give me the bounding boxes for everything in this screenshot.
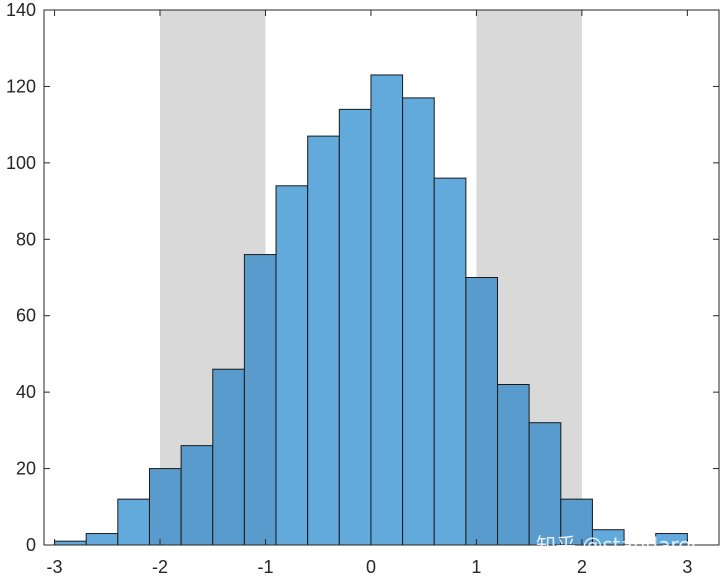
x-tick-label: -3: [47, 557, 63, 577]
histogram-bar: [370, 74, 404, 546]
y-tick-label: 40: [16, 382, 36, 402]
y-tick-label: 100: [6, 153, 36, 173]
y-tick-label: 120: [6, 76, 36, 96]
histogram-bar: [275, 185, 309, 546]
y-tick-label: 20: [16, 459, 36, 479]
histogram-bar: [307, 135, 340, 546]
histogram-bar: [85, 533, 119, 546]
axis-ticks: -3 -2 -1 0 1 2 3 0 20 40 60 80 100 120 140: [6, 0, 719, 577]
axes-box: [43, 9, 720, 546]
histogram-bar: [402, 97, 435, 546]
x-tick-label: 2: [577, 557, 587, 577]
x-tick-label: -1: [257, 557, 273, 577]
y-tick-label: 0: [26, 535, 36, 555]
histogram-bars: [54, 74, 688, 546]
histogram-bar: [497, 384, 530, 546]
x-tick-label: -2: [152, 557, 168, 577]
histogram-bar: [338, 108, 372, 546]
watermark-text: 知乎 @standarer: [536, 533, 700, 557]
histogram-bar: [54, 540, 87, 546]
histogram-bar: [243, 254, 277, 546]
x-tick-label: 3: [682, 557, 692, 577]
histogram-bar: [212, 368, 245, 546]
histogram-bar: [148, 468, 182, 546]
histogram-bar: [465, 277, 499, 546]
y-tick-label: 140: [6, 0, 36, 20]
histogram-bar: [117, 498, 150, 546]
x-tick-label: 0: [366, 557, 376, 577]
y-tick-label: 80: [16, 229, 36, 249]
x-tick-label: 1: [471, 557, 481, 577]
histogram-bar: [528, 422, 562, 546]
histogram-bar: [180, 445, 214, 546]
y-tick-label: 60: [16, 306, 36, 326]
histogram-bar: [433, 177, 467, 546]
